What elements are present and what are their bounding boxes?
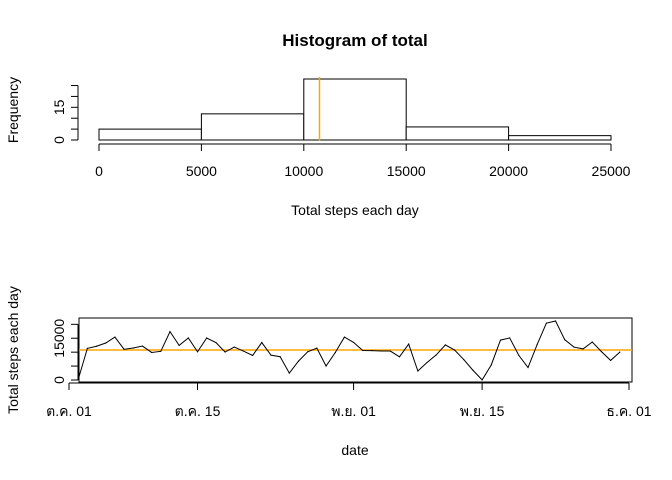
- timeseries-point: [160, 350, 162, 352]
- timeseries-x-tick-label: พ.ย. 01: [331, 403, 376, 419]
- timeseries-point: [408, 343, 410, 345]
- timeseries-point: [453, 349, 456, 351]
- timeseries-point: [518, 354, 520, 356]
- timeseries-point: [141, 345, 144, 347]
- timeseries-point: [132, 347, 134, 349]
- timeseries-point: [215, 341, 217, 344]
- histogram-y-tick-label: 0: [51, 136, 67, 144]
- timeseries-point: [426, 361, 428, 364]
- timeseries-point: [178, 344, 180, 347]
- timeseries-point: [242, 350, 245, 352]
- timeseries-point: [472, 369, 474, 371]
- timeseries-x-tick-label: ต.ค. 15: [175, 403, 221, 419]
- histogram-title: Histogram of total: [282, 31, 427, 50]
- timeseries-point: [206, 337, 208, 339]
- timeseries-x-tick-label: พ.ย. 15: [460, 403, 505, 419]
- timeseries-point: [325, 365, 327, 367]
- histogram-panel: Histogram of total Frequency Total steps…: [5, 31, 631, 218]
- timeseries-point: [362, 349, 364, 352]
- timeseries-point: [151, 351, 153, 354]
- timeseries-point: [509, 337, 511, 339]
- timeseries-point: [224, 351, 226, 353]
- timeseries-point: [527, 366, 529, 369]
- histogram-bars: [98, 78, 612, 141]
- timeseries-x-tick-label: ต.ค. 01: [46, 403, 92, 419]
- timeseries-point: [573, 346, 575, 348]
- timeseries-x-tick-label: ธ.ค. 01: [606, 403, 651, 419]
- timeseries-y-label: Total steps each day: [5, 286, 21, 414]
- histogram-bar: [98, 128, 202, 141]
- histogram-x-tick-label: 20000: [489, 163, 528, 179]
- timeseries-point: [279, 356, 281, 358]
- timeseries-point: [610, 359, 612, 361]
- timeseries-point: [499, 339, 502, 341]
- histogram-x-tick-label: 10000: [284, 163, 323, 179]
- timeseries-point: [233, 346, 235, 348]
- timeseries-point: [252, 354, 254, 357]
- histogram-y-tick-label: 15: [51, 99, 67, 115]
- histogram-y-label: Frequency: [5, 77, 21, 143]
- timeseries-point: [169, 331, 171, 333]
- timeseries-point: [261, 341, 263, 344]
- timeseries-point: [398, 356, 401, 358]
- timeseries-point: [582, 348, 584, 350]
- timeseries-point: [316, 347, 318, 349]
- timeseries-point: [481, 379, 483, 381]
- timeseries-point: [536, 343, 538, 346]
- timeseries-point: [490, 364, 492, 366]
- histogram-bar: [200, 113, 305, 141]
- timeseries-panel: Total steps each day date ต.ค. 01 ต.ค. 15…: [5, 286, 652, 458]
- timeseries-point: [371, 349, 373, 352]
- timeseries-line: [77, 320, 621, 381]
- timeseries-point: [187, 337, 189, 339]
- timeseries-point: [307, 351, 309, 353]
- timeseries-y-tick-label: 0: [51, 376, 67, 384]
- timeseries-point: [288, 372, 290, 374]
- timeseries-point: [95, 345, 98, 347]
- timeseries-point: [343, 336, 346, 338]
- timeseries-point: [463, 358, 465, 361]
- timeseries-point: [270, 354, 272, 356]
- timeseries-point: [77, 379, 79, 381]
- timeseries-y-tick-label: 15000: [51, 319, 67, 358]
- timeseries-point: [591, 341, 593, 343]
- timeseries-point: [554, 320, 557, 322]
- timeseries-point: [352, 341, 355, 344]
- histogram-x-tick-label: 15000: [387, 163, 426, 179]
- timeseries-point: [297, 360, 300, 362]
- histogram-x-tick-label: 5000: [186, 163, 217, 179]
- histogram-x-tick-label: 0: [95, 163, 103, 179]
- timeseries-point: [444, 344, 446, 346]
- timeseries-point: [86, 347, 88, 349]
- histogram-bar: [508, 135, 612, 141]
- timeseries-point: [545, 322, 547, 324]
- timeseries-point: [389, 350, 391, 352]
- histogram-x-tick-label: 25000: [592, 163, 631, 179]
- timeseries-point: [105, 342, 107, 344]
- timeseries-point: [380, 350, 382, 352]
- histogram-bar: [303, 78, 407, 141]
- timeseries-y-axis: 0 15000: [51, 319, 79, 384]
- timeseries-point: [435, 354, 437, 356]
- timeseries-x-label: date: [341, 442, 368, 458]
- timeseries-point: [196, 351, 199, 353]
- histogram-x-label: Total steps each day: [291, 202, 419, 218]
- timeseries-points: [77, 320, 621, 381]
- timeseries-point: [417, 370, 419, 372]
- histogram-x-axis: 0 5000 10000 15000 20000 25000: [95, 143, 631, 179]
- histogram-bar: [405, 126, 510, 141]
- timeseries-point: [123, 348, 125, 350]
- timeseries-point: [564, 339, 566, 341]
- timeseries-x-axis: ต.ค. 01 ต.ค. 15 พ.ย. 01 พ.ย. 15 ธ.ค. 01: [46, 382, 652, 419]
- timeseries-point: [114, 336, 116, 338]
- timeseries-point: [600, 351, 603, 353]
- timeseries-point: [619, 351, 621, 353]
- histogram-y-axis: 0 15: [51, 85, 79, 144]
- timeseries-point: [334, 352, 336, 354]
